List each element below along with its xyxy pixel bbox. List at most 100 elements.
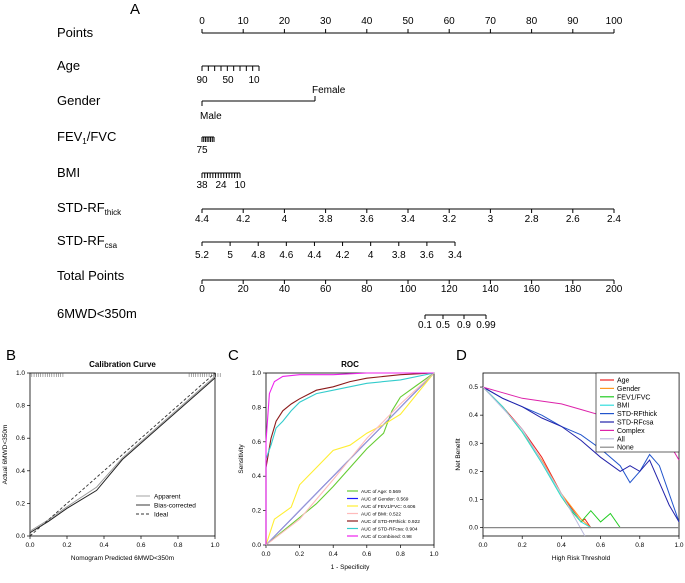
thick-tick-label: 3 [488,214,494,225]
legend-label: None [617,445,634,452]
legend-label: All [617,436,625,443]
x-axis-label: 1 - Specificity [331,564,370,571]
row-label-rf-csa-main: STD-RF [57,233,105,248]
thick-tick-label: 3.4 [401,214,415,225]
thick-tick-label: 2.4 [607,214,621,225]
y-tick-label: 0.3 [469,440,478,447]
csa-tick-label: 3.6 [420,250,434,261]
y-tick-label: 0.2 [252,508,261,515]
gender-tick-label-male: Male [200,111,222,122]
csa-tick-label: 3.4 [448,250,462,261]
x-tick-label: 0.2 [295,551,304,558]
legend-label: Complex [617,428,645,435]
series-line-std-rfthick [265,372,435,545]
y-tick-label: 0.6 [16,435,25,442]
x-tick-label: 0.6 [362,551,371,558]
points-tick-label: 70 [485,16,497,27]
points-tick-label: 90 [567,16,579,27]
chart-title: Calibration Curve [89,360,156,369]
total-tick-label: 80 [361,284,373,295]
thick-tick-label: 2.8 [525,214,539,225]
outcome-tick-label: 0.1 [418,320,432,331]
series-line-all [482,386,586,537]
plot-frame [29,372,216,537]
legend-label: AUC of FEV1/FVC: 0.606 [361,504,416,510]
points-tick-label: 60 [444,16,456,27]
csa-tick-label: 4 [368,250,374,261]
y-tick-label: 0.0 [16,533,25,540]
legend-label: BMI [617,403,630,410]
row-label-age: Age [57,58,80,73]
outcome-tick-label: 0.99 [476,320,496,331]
chance-diagonal [265,372,435,546]
total-tick-label: 20 [238,284,250,295]
y-tick-label: 0.4 [16,468,25,475]
points-tick-label: 40 [361,16,373,27]
legend-label: AUC of Gender: 0.569 [361,497,409,503]
x-tick-label: 0.4 [329,551,338,558]
csa-tick-label: 3.8 [392,250,406,261]
x-tick-label: 0.2 [62,542,71,549]
points-tick-label: 100 [606,16,623,27]
points-tick-label: 30 [320,16,332,27]
x-tick-label: 0.0 [478,542,487,549]
points-tick-label: 0 [199,16,205,27]
legend-label: STD-RFcsa [617,420,654,427]
legend-label: AUC of Age: 0.569 [361,489,401,495]
age-tick-label: 90 [196,75,208,86]
roc-panel: ROC 0.0 0.2 0.4 0.6 0.8 1.0 0.0 0.2 0.4 0.6 0.8 1.0 1… [238,360,439,571]
legend-label: AUC of STD-RFthick: 0.922 [361,519,420,525]
series-line-std-rfcsa [482,386,680,523]
row-label-fev-main: FEV [57,129,83,144]
legend-label: FEV1/FVC [617,394,650,401]
total-tick-label: 180 [564,284,581,295]
thick-tick-label: 3.8 [319,214,333,225]
x-tick-label: 0.4 [99,542,108,549]
y-tick-label: 0.6 [252,439,261,446]
legend-label: Gender [617,386,641,393]
x-tick-label: 0.8 [173,542,182,549]
csa-tick-label: 4.6 [279,250,293,261]
legend-label: AUC of STD-RFcsa: 0.904 [361,527,418,533]
total-tick-label: 60 [320,284,332,295]
y-tick-label: 0.2 [469,468,478,475]
thick-tick-label: 3.2 [442,214,456,225]
csa-tick-label: 5 [227,250,233,261]
total-tick-label: 200 [606,284,623,295]
x-tick-label: 0.8 [635,542,644,549]
csa-tick-label: 4.4 [307,250,321,261]
outcome-tick-label: 0.9 [457,320,471,331]
dca-panel: 0.0 0.2 0.4 0.6 0.8 1.0 0.0 0.1 0.2 0.3 0.4 0.5 High… [455,372,684,562]
legend-label: Ideal [154,512,169,519]
csa-tick-label: 4.2 [336,250,350,261]
y-tick-label: 0.0 [469,525,478,532]
csa-tick-label: 5.2 [195,250,209,261]
y-axis-label: Sensitivity [238,444,245,474]
total-tick-label: 120 [441,284,458,295]
chart-title: ROC [341,360,359,369]
calibration-panel: Calibration Curve 0.0 0.2 0.4 0.6 0.8 1.0 0.0 0.… [2,360,221,562]
thick-tick-label: 2.6 [566,214,580,225]
total-tick-label: 140 [482,284,499,295]
row-label-fev-sub: 1 [82,137,87,146]
y-tick-label: 0.1 [469,496,478,503]
total-tick-label: 0 [199,284,205,295]
row-label-fev-suffix: /FVC [87,129,117,144]
points-tick-label: 20 [279,16,291,27]
row-label-total: Total Points [57,268,125,283]
x-tick-label: 0.0 [261,551,270,558]
legend-label: Age [617,378,630,385]
age-tick-label: 10 [248,75,260,86]
row-label-fev: FEV1/FVC [57,129,116,146]
total-tick-label: 40 [279,284,291,295]
row-label-gender: Gender [57,93,101,108]
x-tick-label: 0.6 [596,542,605,549]
legend-label: STD-RFthick [617,411,658,418]
row-label-rf-thick: STD-RFthick [57,200,122,217]
y-tick-label: 0.4 [252,473,261,480]
panel-label-d: D [456,347,467,364]
row-label-rf-thick-main: STD-RF [57,200,105,215]
x-tick-label: 0.2 [518,542,527,549]
